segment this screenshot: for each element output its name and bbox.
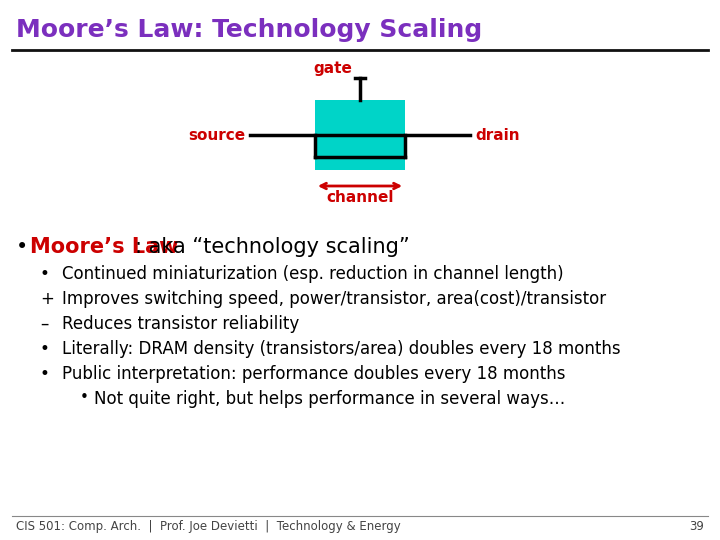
Text: Reduces transistor reliability: Reduces transistor reliability [62, 315, 300, 333]
Text: Moore’s Law: Moore’s Law [30, 237, 179, 257]
Text: •: • [40, 265, 50, 283]
Text: –: – [40, 315, 48, 333]
Text: Public interpretation: performance doubles every 18 months: Public interpretation: performance doubl… [62, 365, 565, 383]
Text: •: • [80, 390, 89, 405]
Text: •: • [40, 340, 50, 358]
Text: : aka “technology scaling”: : aka “technology scaling” [135, 237, 410, 257]
Text: Literally: DRAM density (transistors/area) doubles every 18 months: Literally: DRAM density (transistors/are… [62, 340, 621, 358]
Text: CIS 501: Comp. Arch.  |  Prof. Joe Devietti  |  Technology & Energy: CIS 501: Comp. Arch. | Prof. Joe Deviett… [16, 520, 401, 533]
Text: source: source [188, 127, 245, 143]
Text: gate: gate [313, 61, 352, 76]
Text: channel: channel [326, 190, 394, 205]
Text: •: • [16, 237, 28, 257]
Text: Moore’s Law: Technology Scaling: Moore’s Law: Technology Scaling [16, 18, 482, 42]
Bar [315, 100, 405, 170]
Text: Continued miniaturization (esp. reduction in channel length): Continued miniaturization (esp. reductio… [62, 265, 564, 283]
Text: •: • [40, 365, 50, 383]
Text: Not quite right, but helps performance in several ways…: Not quite right, but helps performance i… [94, 390, 565, 408]
Text: drain: drain [475, 127, 520, 143]
Text: Improves switching speed, power/transistor, area(cost)/transistor: Improves switching speed, power/transist… [62, 290, 606, 308]
Text: 39: 39 [689, 520, 704, 533]
Text: +: + [40, 290, 54, 308]
